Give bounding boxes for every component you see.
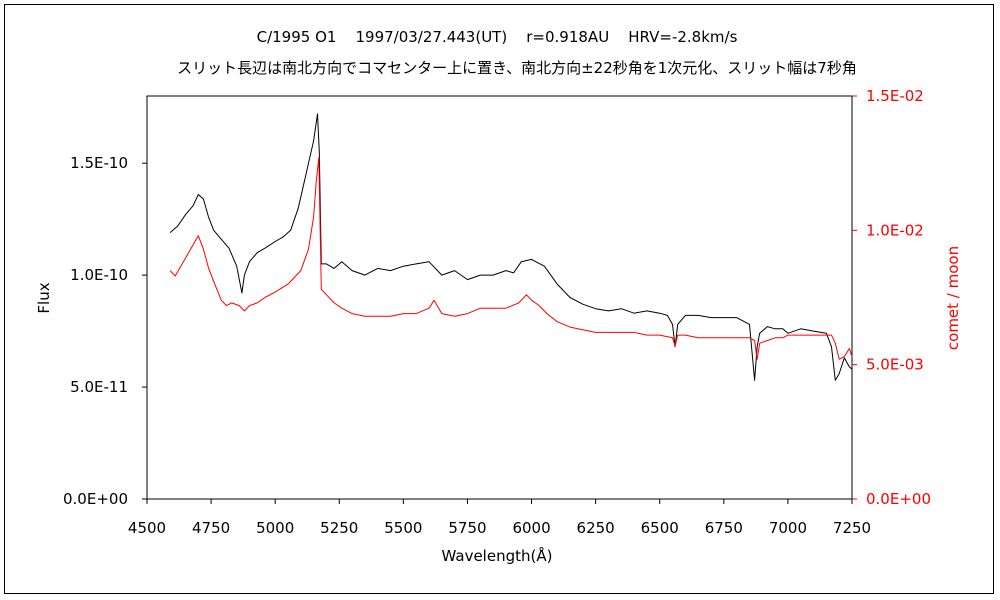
y-tick-label-left: 1.0E-10 xyxy=(70,266,128,284)
x-tick-label: 6750 xyxy=(705,519,743,537)
x-tick-label: 6250 xyxy=(577,519,615,537)
x-tick-label: 7000 xyxy=(769,519,807,537)
x-tick-label: 5000 xyxy=(256,519,294,537)
x-tick-label: 4750 xyxy=(192,519,230,537)
y-tick-label-left: 5.0E-11 xyxy=(70,378,128,396)
x-tick-label: 5250 xyxy=(320,519,358,537)
series-line-comet-moon xyxy=(169,157,853,360)
x-tick-label: 5750 xyxy=(448,519,486,537)
y-tick-label-right: 0.0E+00 xyxy=(866,490,931,508)
series-layer xyxy=(169,113,853,381)
y-tick-label-right: 5.0E-03 xyxy=(866,356,924,374)
plot-area xyxy=(146,95,853,500)
x-axis-label: Wavelength(Å) xyxy=(442,546,553,565)
x-tick-label: 6500 xyxy=(641,519,679,537)
series-line-flux xyxy=(169,113,853,381)
chart-subtitle: スリット長辺は南北方向でコマセンター上に置き、南北方向±22秒角を1次元化、スリ… xyxy=(177,59,857,77)
y-tick-label-right: 1.5E-02 xyxy=(866,87,924,105)
y-tick-label-left: 1.5E-10 xyxy=(70,154,128,172)
x-tick-label: 7250 xyxy=(833,519,871,537)
y-axis-right: 0.0E+00 5.0E-03 1.0E-02 1.5E-02 xyxy=(852,87,931,508)
y-axis-left: 0.0E+00 5.0E-11 1.0E-10 1.5E-10 xyxy=(63,154,147,508)
chart-title: C/1995 O1 1997/03/27.443(UT) r=0.918AU H… xyxy=(257,28,738,46)
y-tick-label-left: 0.0E+00 xyxy=(63,490,128,508)
x-axis: 4500 4750 5000 5250 5500 5750 6000 6250 6500 6750… xyxy=(128,499,871,537)
x-tick-label: 4500 xyxy=(128,519,166,537)
y-tick-label-right: 1.0E-02 xyxy=(866,221,924,239)
y-axis-label-left: Flux xyxy=(35,282,53,313)
x-tick-label: 6000 xyxy=(512,519,550,537)
y-axis-label-right: comet / moon xyxy=(944,246,962,350)
chart-frame xyxy=(4,4,994,594)
x-tick-label: 5500 xyxy=(384,519,422,537)
